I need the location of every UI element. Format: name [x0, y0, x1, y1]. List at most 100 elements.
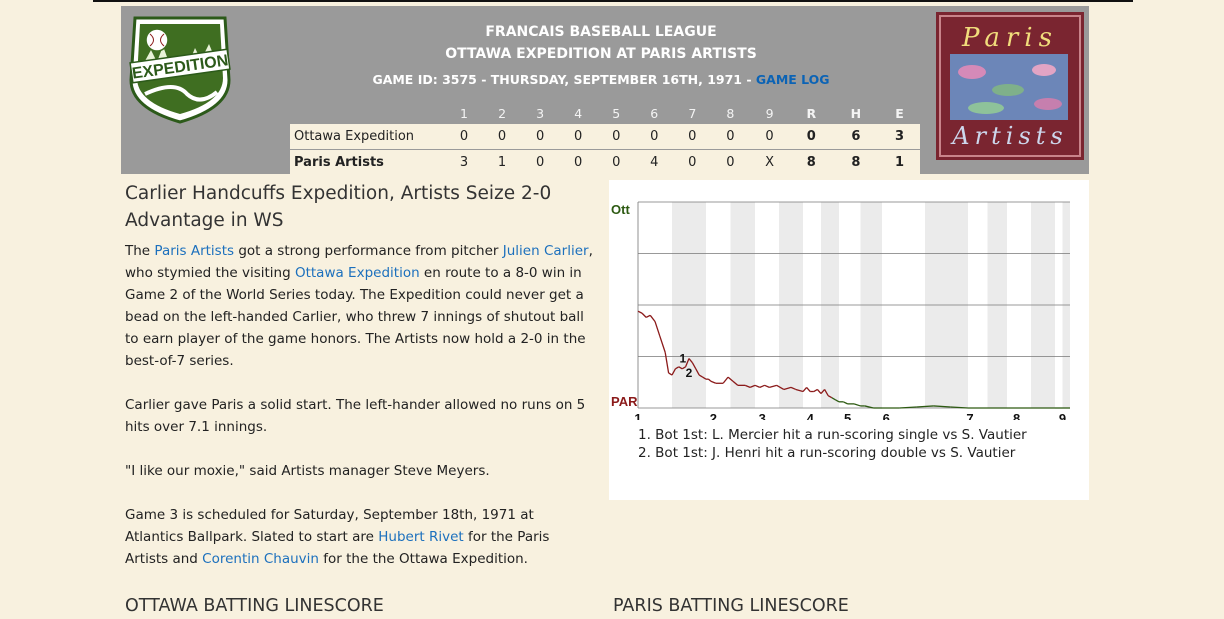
julien-carlier-link[interactable]: Julien Carlier: [502, 243, 589, 259]
win-prob-segment: [668, 372, 673, 376]
linescore-row-ottawa: Ottawa Expedition 0 0 0 0 0 0 0 0 0 0 6 …: [290, 124, 920, 150]
team-name[interactable]: Paris Artists: [290, 149, 445, 175]
win-prob-segment: [933, 405, 951, 408]
col-inning-4: 4: [574, 105, 583, 121]
win-prob-segment: [637, 310, 643, 314]
score-cell: 0: [673, 149, 712, 175]
hubert-rivet-link[interactable]: Hubert Rivet: [378, 529, 464, 545]
win-prob-segment: [732, 380, 739, 386]
game-story: Carlier Handcuffs Expedition, Artists Se…: [125, 180, 595, 592]
win-prob-segment: [820, 389, 826, 395]
score-cell: 0: [711, 124, 750, 150]
win-prob-segment: [698, 374, 703, 378]
score-cell: 0: [597, 124, 636, 150]
linescore-header-row: 1 2 3 4 5 6 7 8 9 R H E: [290, 102, 920, 124]
win-prob-segment: [678, 366, 683, 370]
win-prob-segment: [831, 397, 836, 401]
ottawa-batting-title: OTTAWA BATTING LINESCORE: [125, 596, 384, 616]
team-col-header: [290, 102, 445, 124]
col-inning-5: 5: [612, 105, 621, 121]
league-name: FRANCAIS BASEBALL LEAGUE: [485, 24, 717, 40]
paris-artists-link[interactable]: Paris Artists: [154, 243, 235, 259]
inning-tick-label: 2: [710, 411, 717, 420]
win-prob-segment: [795, 388, 804, 393]
paris-axis-label: PAR: [611, 394, 638, 409]
score-cell: 4: [635, 149, 674, 175]
win-prob-segment: [688, 358, 693, 364]
score-cell: 0: [559, 124, 598, 150]
win-prob-segment: [654, 321, 661, 337]
win-prob-segment: [671, 368, 676, 376]
story-text: for the Paris Artists and: [125, 529, 550, 567]
score-cell: 1: [483, 149, 522, 175]
story-text: , who stymied the visiting: [125, 243, 593, 281]
scoring-play-marker: 1: [680, 352, 687, 366]
win-prob-segment: [813, 388, 818, 393]
win-prob-segment: [806, 386, 811, 392]
col-errors: E: [895, 105, 904, 121]
story-headline: Carlier Handcuffs Expedition, Artists Se…: [125, 183, 552, 231]
story-paragraph-1: The Paris Artists got a strong performan…: [125, 240, 595, 372]
scoring-play-marker: 2: [686, 366, 693, 380]
hits-cell: 6: [832, 124, 879, 150]
col-inning-1: 1: [460, 105, 468, 121]
win-prob-segment: [722, 376, 729, 384]
errors-cell: 3: [878, 124, 920, 150]
score-cell: 3: [445, 149, 484, 175]
col-runs: R: [806, 105, 817, 121]
win-prob-segment: [708, 378, 712, 382]
paris-batting-title: PARIS BATTING LINESCORE: [613, 596, 849, 616]
win-prob-segment: [675, 366, 680, 370]
win-prob-segment: [816, 389, 822, 395]
win-prob-segment: [783, 386, 792, 391]
story-text: for the the Ottawa Expedition.: [318, 551, 528, 567]
win-prob-segment: [802, 386, 808, 392]
win-prob-segment: [659, 335, 666, 353]
score-cell: 0: [673, 124, 712, 150]
score-cell: 0: [483, 124, 522, 150]
win-prob-segment: [664, 352, 670, 374]
inning-tick-label: 1: [634, 411, 641, 420]
inning-tick-label: 9: [1059, 411, 1066, 420]
runs-cell: 8: [789, 149, 833, 175]
paris-logo-text-top: Paris: [961, 23, 1058, 53]
corentin-chauvin-link[interactable]: Corentin Chauvin: [202, 551, 319, 567]
win-prob-segment: [950, 406, 969, 409]
score-cell: 0: [559, 149, 598, 175]
score-cell: 0: [635, 124, 674, 150]
win-prob-segment: [769, 384, 777, 389]
win-prob-segment: [645, 314, 651, 318]
score-cell: 0: [597, 149, 636, 175]
paris-artists-logo[interactable]: Paris Artists: [936, 12, 1084, 160]
inning-tick-label: 8: [1013, 411, 1020, 420]
col-inning-3: 3: [536, 105, 545, 121]
win-prob-segment: [702, 376, 707, 380]
inning-tick-label: 3: [759, 411, 766, 420]
paris-logo-text-bottom: Artists: [950, 122, 1067, 150]
inning-tick-label: 6: [883, 411, 890, 420]
win-prob-segment: [853, 403, 861, 407]
win-prob-segment: [916, 405, 934, 408]
win-prob-segment: [776, 384, 785, 391]
story-text: The: [125, 243, 155, 259]
win-prob-segment: [749, 384, 756, 388]
expedition-logo[interactable]: EXPEDITION: [125, 10, 235, 125]
game-header: EXPEDITION FRANCAIS BASEBALL LEAGUE OTTA…: [121, 6, 1089, 175]
win-prob-segment: [824, 389, 829, 396]
game-log-link[interactable]: GAME LOG: [755, 72, 830, 87]
team-name[interactable]: Ottawa Expedition: [290, 124, 445, 150]
story-text: got a strong performance from pitcher: [234, 243, 503, 259]
linescore-row-paris: Paris Artists 3 1 0 0 0 4 0 0 X 8 8 1: [290, 149, 920, 175]
story-text: Game 3 is scheduled for Saturday, Septem…: [125, 507, 534, 545]
errors-cell: 1: [878, 149, 920, 175]
story-paragraph-3: "I like our moxie," said Artists manager…: [125, 463, 490, 479]
score-cell: 0: [521, 149, 560, 175]
ottawa-expedition-link[interactable]: Ottawa Expedition: [294, 265, 420, 281]
win-prob-segment: [727, 376, 734, 382]
win-prob-segment: [899, 406, 917, 409]
ottawa-axis-label: Ott: [611, 202, 630, 217]
win-prob-segment: [754, 384, 761, 388]
col-inning-2: 2: [498, 105, 507, 121]
col-inning-6: 6: [650, 105, 659, 121]
